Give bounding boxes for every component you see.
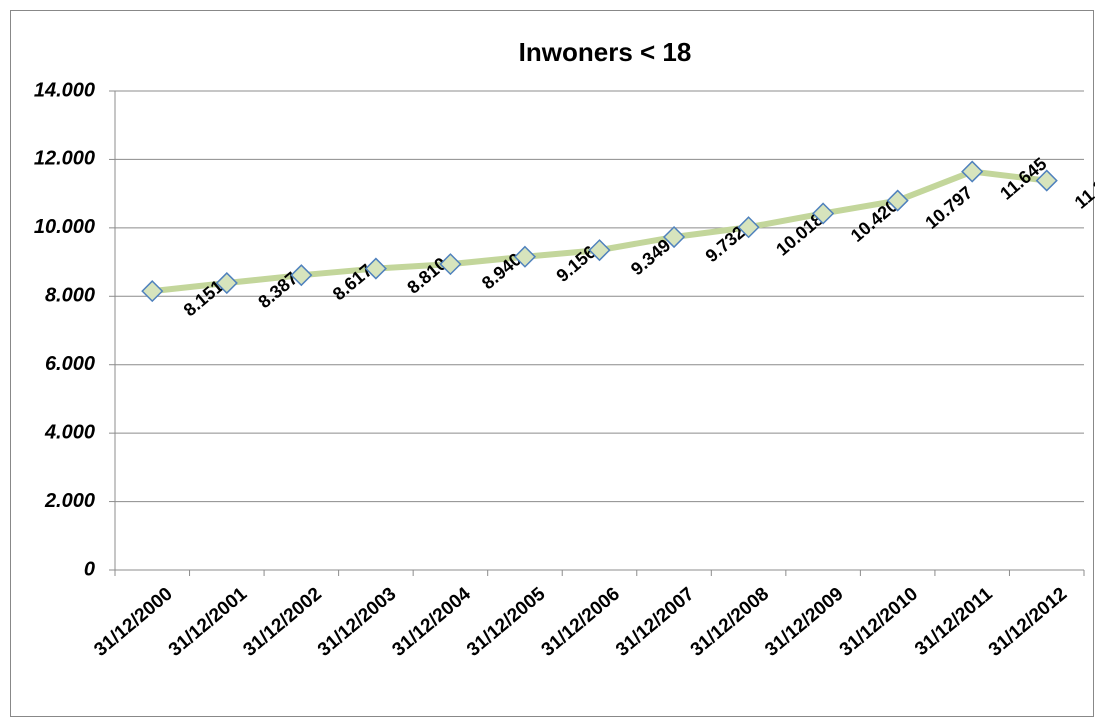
marker — [364, 257, 387, 280]
marker — [812, 202, 835, 225]
y-tick-label: 0 — [84, 558, 95, 580]
y-tick-label: 4.000 — [44, 421, 95, 443]
y-tick-label: 6.000 — [45, 353, 95, 375]
marker — [290, 264, 313, 287]
chart-title: Inwoners < 18 — [519, 37, 692, 67]
marker — [141, 280, 164, 303]
marker — [439, 253, 462, 276]
marker — [662, 225, 686, 249]
y-tick-label: 2.000 — [44, 490, 95, 512]
marker — [886, 189, 909, 212]
y-tick-label: 12.000 — [34, 148, 95, 170]
marker — [961, 160, 984, 183]
chart-border — [10, 10, 1094, 717]
y-tick-label: 14.000 — [34, 79, 95, 101]
y-tick-label: 10.000 — [34, 216, 95, 238]
marker — [215, 271, 238, 295]
marker — [737, 216, 760, 239]
marker — [588, 239, 611, 262]
y-tick-label: 8.000 — [45, 285, 95, 307]
marker — [1035, 169, 1058, 192]
marker — [513, 245, 537, 268]
